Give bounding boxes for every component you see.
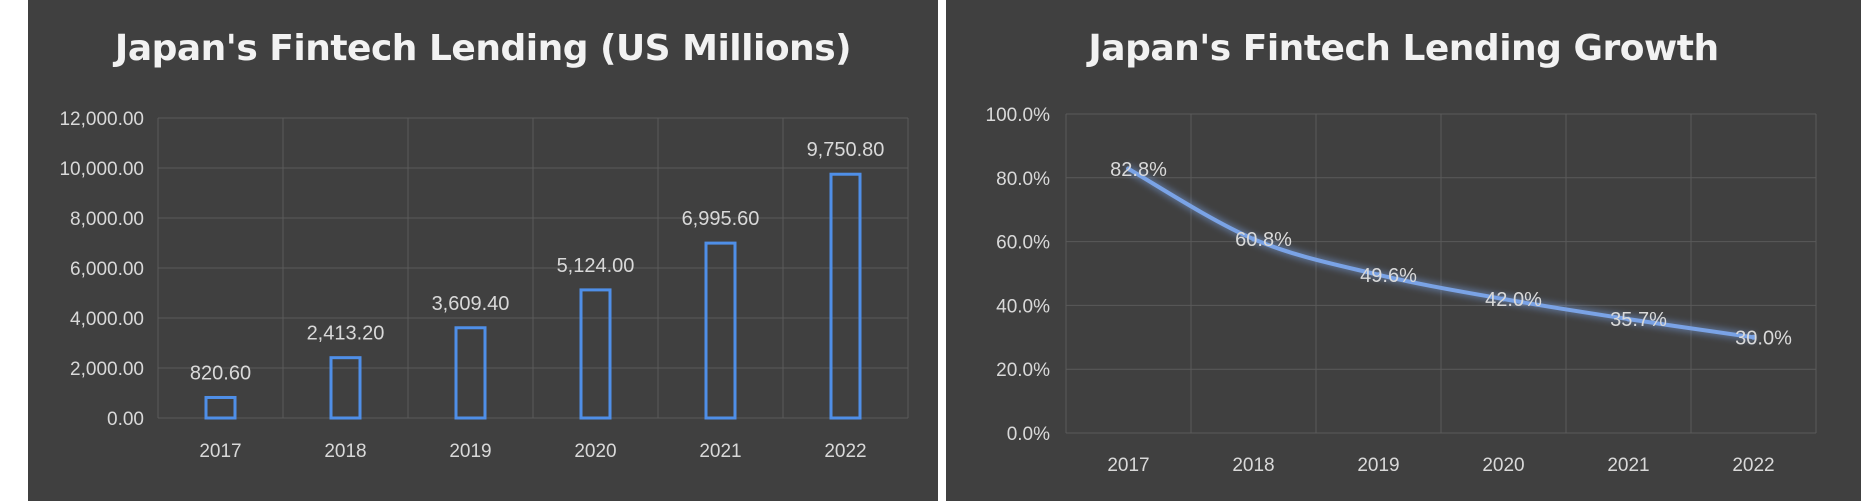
bar xyxy=(579,288,612,420)
line-y-tick-label: 60.0% xyxy=(996,233,1050,254)
growth-series-line xyxy=(1126,166,1756,340)
line-data-point xyxy=(1751,334,1756,340)
bar-x-tick-label: 2017 xyxy=(199,441,241,462)
line-x-tick-label: 2018 xyxy=(1232,455,1274,476)
bar xyxy=(829,172,862,420)
line-x-tick-label: 2020 xyxy=(1482,455,1524,476)
bar-data-label: 820.60 xyxy=(190,362,251,384)
line-data-point xyxy=(1626,316,1631,322)
line-y-tick-label: 40.0% xyxy=(996,296,1050,317)
line-y-tick-label: 0.0% xyxy=(1007,424,1050,445)
bar-data-label: 5,124.00 xyxy=(557,255,635,277)
bar xyxy=(704,241,737,420)
line-data-point xyxy=(1126,166,1131,172)
bar-x-tick-label: 2021 xyxy=(699,441,741,462)
line-data-label: 82.8% xyxy=(1110,159,1167,181)
bar-chart-plot: 0.00 2,000.00 4,000.00 6,000.00 8,000.00 10,0… xyxy=(59,109,909,462)
line-x-tick-label: 2017 xyxy=(1107,455,1149,476)
line-y-tick-label: 20.0% xyxy=(996,360,1050,381)
bar-chart-title: Japan's Fintech Lending (US Millions) xyxy=(114,28,852,69)
line-data-label: 35.7% xyxy=(1610,309,1667,331)
line-data-point xyxy=(1501,296,1506,302)
bar xyxy=(454,326,487,420)
bar-x-tick-label: 2022 xyxy=(824,441,866,462)
line-x-tick-label: 2021 xyxy=(1607,455,1649,476)
line-data-label: 42.0% xyxy=(1485,289,1542,311)
bar-y-tick-label: 10,000.00 xyxy=(59,159,144,180)
line-data-label: 49.6% xyxy=(1360,265,1417,287)
line-y-tick-label: 80.0% xyxy=(996,169,1050,190)
line-data-point xyxy=(1376,272,1381,278)
line-x-tick-label: 2019 xyxy=(1357,455,1399,476)
line-y-tick-label: 100.0% xyxy=(986,105,1051,126)
bar-data-label: 9,750.80 xyxy=(807,139,885,161)
bar-chart-panel: Japan's Fintech Lending (US Millions) 0.… xyxy=(28,0,938,501)
bar-y-tick-label: 12,000.00 xyxy=(59,109,144,130)
bar-data-label: 2,413.20 xyxy=(307,323,385,345)
line-data-point xyxy=(1251,236,1256,242)
bar-x-tick-label: 2019 xyxy=(449,441,491,462)
bar xyxy=(329,356,362,420)
bar-x-tick-label: 2018 xyxy=(324,441,366,462)
bar-x-tick-label: 2020 xyxy=(574,441,616,462)
bar-y-tick-label: 6,000.00 xyxy=(70,259,144,280)
bar xyxy=(204,395,237,420)
bar-y-tick-label: 0.00 xyxy=(107,409,144,430)
bar-y-tick-label: 2,000.00 xyxy=(70,359,144,380)
line-chart-panel: Japan's Fintech Lending Growth 0.0% 20.0%… xyxy=(946,0,1861,501)
bar-data-label: 6,995.60 xyxy=(682,208,760,230)
bar-y-tick-label: 8,000.00 xyxy=(70,209,144,230)
bar-data-label: 3,609.40 xyxy=(432,293,510,315)
line-data-label: 30.0% xyxy=(1735,327,1792,349)
line-chart-plot: 0.0% 20.0% 40.0% 60.0% 80.0% 100.0% 82.8% 2017 6… xyxy=(986,105,1817,476)
line-data-label: 60.8% xyxy=(1235,229,1292,251)
line-chart-title: Japan's Fintech Lending Growth xyxy=(1088,28,1719,69)
bar-y-tick-label: 4,000.00 xyxy=(70,309,144,330)
line-x-tick-label: 2022 xyxy=(1732,455,1774,476)
